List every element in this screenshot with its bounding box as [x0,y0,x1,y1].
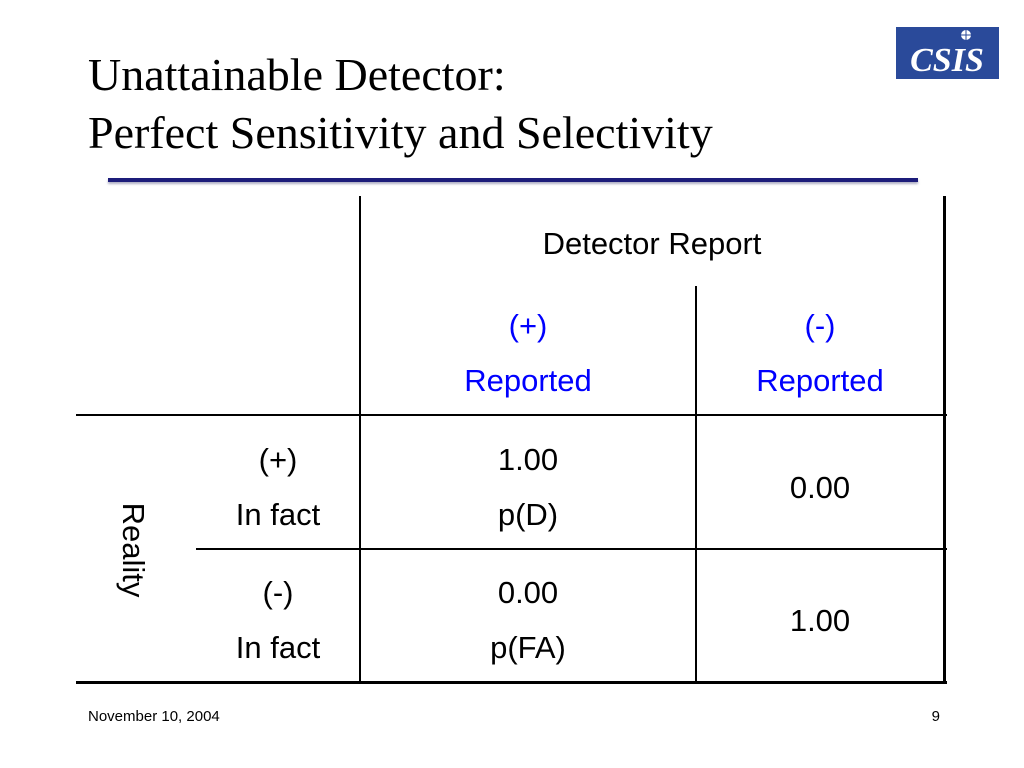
column-header-positive: (+) Reported [361,298,695,408]
cell-true-positive-value: 1.00 [497,442,559,477]
cell-true-negative: 1.00 [789,603,851,638]
column-header-positive-sign: (+) [508,308,548,343]
row-header-negative-sign: (-) [262,575,294,610]
row-header-negative-label: In fact [235,630,321,665]
row-header-positive-sign: (+) [258,442,298,477]
row-header-positive: (+) In fact [196,432,360,542]
cell-false-negative: 0.00 [789,470,851,505]
table-line-header-bottom [76,414,947,416]
cell-false-positive-value: 0.00 [497,575,559,610]
cell-true-positive-note: p(D) [497,497,559,532]
table-line-row-divider [196,548,947,550]
cell-false-positive-note: p(FA) [490,630,566,665]
column-header-positive-label: Reported [464,363,592,398]
footer-date: November 10, 2004 [88,708,220,725]
row-header-negative: (-) In fact [196,565,360,675]
column-group-header: Detector Report [542,226,762,261]
table-line-middle [695,286,697,684]
slide-title-line-1: Unattainable Detector: [88,49,506,100]
column-header-negative-sign: (-) [804,308,836,343]
table-line-left [359,196,361,684]
table-line-bottom [76,681,947,684]
cell-false-positive: 0.00 p(FA) [361,565,695,675]
title-underline [108,178,918,182]
svg-text:CSIS: CSIS [910,42,984,79]
column-header-negative-label: Reported [756,363,884,398]
column-header-negative: (-) Reported [697,298,943,408]
csis-logo: CSIS [896,27,999,79]
cell-true-positive: 1.00 p(D) [361,432,695,542]
footer-page-number: 9 [931,708,940,725]
slide-title-line-2: Perfect Sensitivity and Selectivity [88,107,713,158]
slide-title: Unattainable Detector: Perfect Sensitivi… [88,46,713,162]
table-line-right [943,196,946,684]
row-header-positive-label: In fact [235,497,321,532]
